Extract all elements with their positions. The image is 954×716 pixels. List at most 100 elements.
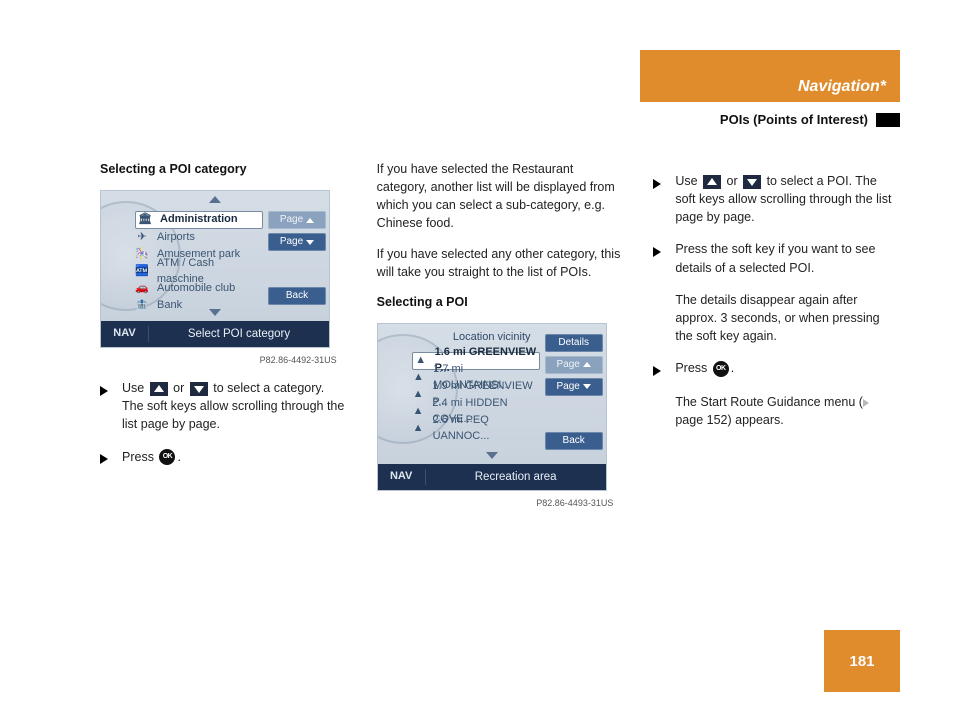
- play-triangle-icon: [653, 366, 661, 376]
- down-key-icon: [743, 175, 761, 189]
- list-scroll-down-icon: [209, 309, 221, 316]
- instruction-text: Press .: [122, 448, 347, 468]
- row-icon: 🏛: [138, 212, 152, 228]
- list-scroll-up-icon: [209, 196, 221, 203]
- nav-label: NAV: [101, 326, 149, 342]
- softkey-label: Page: [556, 380, 579, 395]
- row-label: Airports: [157, 230, 195, 246]
- chapter-title: Navigation*: [798, 78, 886, 96]
- content-columns: Selecting a POI category 🏛 Administration…: [100, 160, 900, 520]
- screenshot-body: 🏛Administration✈Airports🎠Amusement park🏧…: [101, 191, 329, 321]
- screenshot-footer: NAV Recreation area: [378, 464, 606, 490]
- instruction-text: Press the soft key if you want to see de…: [675, 240, 900, 276]
- list-scroll-down-icon: [486, 452, 498, 459]
- instruction-continuation: The Start Route Guidance menu ( page 152…: [675, 393, 900, 429]
- bullet-marker-icon: [653, 240, 665, 276]
- paragraph: If you have selected the Restaurant cate…: [377, 160, 624, 233]
- page-number: 181: [849, 653, 874, 670]
- row-label: Bank: [157, 298, 182, 314]
- column-2: If you have selected the Restaurant cate…: [377, 160, 624, 520]
- play-triangle-icon: [100, 454, 108, 464]
- softkey-page: Page: [545, 356, 603, 374]
- paragraph: If you have selected any other catego­ry…: [377, 245, 624, 281]
- section-tab: [876, 113, 900, 127]
- instruction-item: Press .: [653, 359, 900, 379]
- softkey-page: Page: [268, 211, 326, 229]
- up-arrow-icon: [306, 218, 314, 223]
- row-icon: ▲: [412, 404, 425, 420]
- manual-page: Navigation* POIs (Points of Interest) Se…: [0, 0, 954, 716]
- softkey-label: Details: [558, 336, 589, 351]
- play-triangle-icon: [100, 386, 108, 396]
- instruction-list: Use or to select a POI. The soft keys al…: [653, 172, 900, 429]
- down-key-icon: [190, 382, 208, 396]
- instruction-text: Press .: [675, 359, 900, 379]
- screenshot-footer: NAV Select POI category: [101, 321, 329, 347]
- row-label: Automobile club: [157, 281, 235, 297]
- screen-title: Select POI category: [149, 326, 329, 343]
- col2-heading: Selecting a POI: [377, 293, 624, 311]
- instruction-item: Press the soft key if you want to see de…: [653, 240, 900, 276]
- instruction-continuation: The details disappear again after approx…: [675, 291, 900, 345]
- row-label: Administration: [160, 212, 238, 228]
- list-row: 🏧ATM / Cash maschine: [135, 263, 263, 280]
- down-arrow-icon: [306, 240, 314, 245]
- softkey-column: Page Page Back: [268, 211, 326, 305]
- list-row: 🏛 Administration: [135, 211, 263, 229]
- category-list: 🏛Administration✈Airports🎠Amusement park🏧…: [135, 211, 263, 314]
- screenshot-poi-category: 🏛Administration✈Airports🎠Amusement park🏧…: [100, 190, 330, 348]
- col1-heading: Selecting a POI category: [100, 160, 347, 178]
- instruction-list: Use or to select a category. The soft ke…: [100, 379, 347, 468]
- softkey-label: Back: [286, 289, 308, 304]
- column-1: Selecting a POI category 🏛 Administration…: [100, 160, 347, 520]
- figure-caption: P82.86-4492-31US: [100, 354, 347, 367]
- screenshot-poi-list: Location vicinity ▲1.6 mi GREENVIEW P...…: [377, 323, 607, 491]
- instruction-text: Use or to select a POI. The soft keys al…: [675, 172, 900, 226]
- instruction-item: Use or to select a category. The soft ke…: [100, 379, 347, 433]
- column-3: Use or to select a POI. The soft keys al…: [653, 160, 900, 520]
- up-arrow-icon: [583, 362, 591, 367]
- bullet-marker-icon: [100, 379, 112, 433]
- row-icon: ▲: [415, 353, 427, 369]
- row-icon: ▲: [412, 421, 425, 437]
- softkey-page: Page: [545, 378, 603, 396]
- bullet-marker-icon: [100, 448, 112, 468]
- row-icon: 🏦: [135, 298, 149, 314]
- softkey-back: Back: [545, 432, 603, 450]
- softkey-label: Page: [280, 213, 303, 228]
- poi-list: ▲1.6 mi GREENVIEW P...▲1.7 mi MOUNTAINSI…: [412, 352, 540, 438]
- softkey-details: Details: [545, 334, 603, 352]
- chapter-header: Navigation*: [640, 50, 900, 102]
- softkey-page: Page: [268, 233, 326, 251]
- row-icon: ▲: [412, 387, 425, 403]
- row-label: 2.6 mi PEQ UANNOC...: [433, 413, 540, 445]
- page-reference-icon: [863, 399, 869, 407]
- page-number-box: 181: [824, 630, 900, 692]
- row-icon: 🏧: [135, 264, 149, 280]
- down-arrow-icon: [583, 384, 591, 389]
- figure-caption: P82.86-4493-31US: [377, 497, 624, 510]
- up-key-icon: [703, 175, 721, 189]
- list-row: ✈ Airports: [135, 229, 263, 246]
- play-triangle-icon: [653, 247, 661, 257]
- ok-key-icon: [159, 449, 175, 465]
- softkey-label: Page: [556, 358, 579, 373]
- softkey-back: Back: [268, 287, 326, 305]
- section-header: POIs (Points of Interest): [620, 112, 900, 127]
- up-key-icon: [150, 382, 168, 396]
- nav-label: NAV: [378, 469, 426, 485]
- section-title: POIs (Points of Interest): [720, 112, 876, 127]
- softkey-column: Details Page Page Back: [545, 334, 603, 450]
- softkey-label: Page: [280, 235, 303, 250]
- bullet-marker-icon: [653, 359, 665, 379]
- row-icon: 🚗: [135, 281, 149, 297]
- row-icon: ✈: [135, 230, 149, 246]
- ok-key-icon: [713, 361, 729, 377]
- bullet-marker-icon: [653, 172, 665, 226]
- instruction-text: Use or to select a category. The soft ke…: [122, 379, 347, 433]
- list-row: ▲2.6 mi PEQ UANNOC...: [412, 421, 540, 438]
- screenshot-body: Location vicinity ▲1.6 mi GREENVIEW P...…: [378, 324, 606, 464]
- list-row: 🏦 Bank: [135, 297, 263, 314]
- row-icon: ▲: [412, 370, 426, 386]
- row-icon: 🎠: [135, 247, 149, 263]
